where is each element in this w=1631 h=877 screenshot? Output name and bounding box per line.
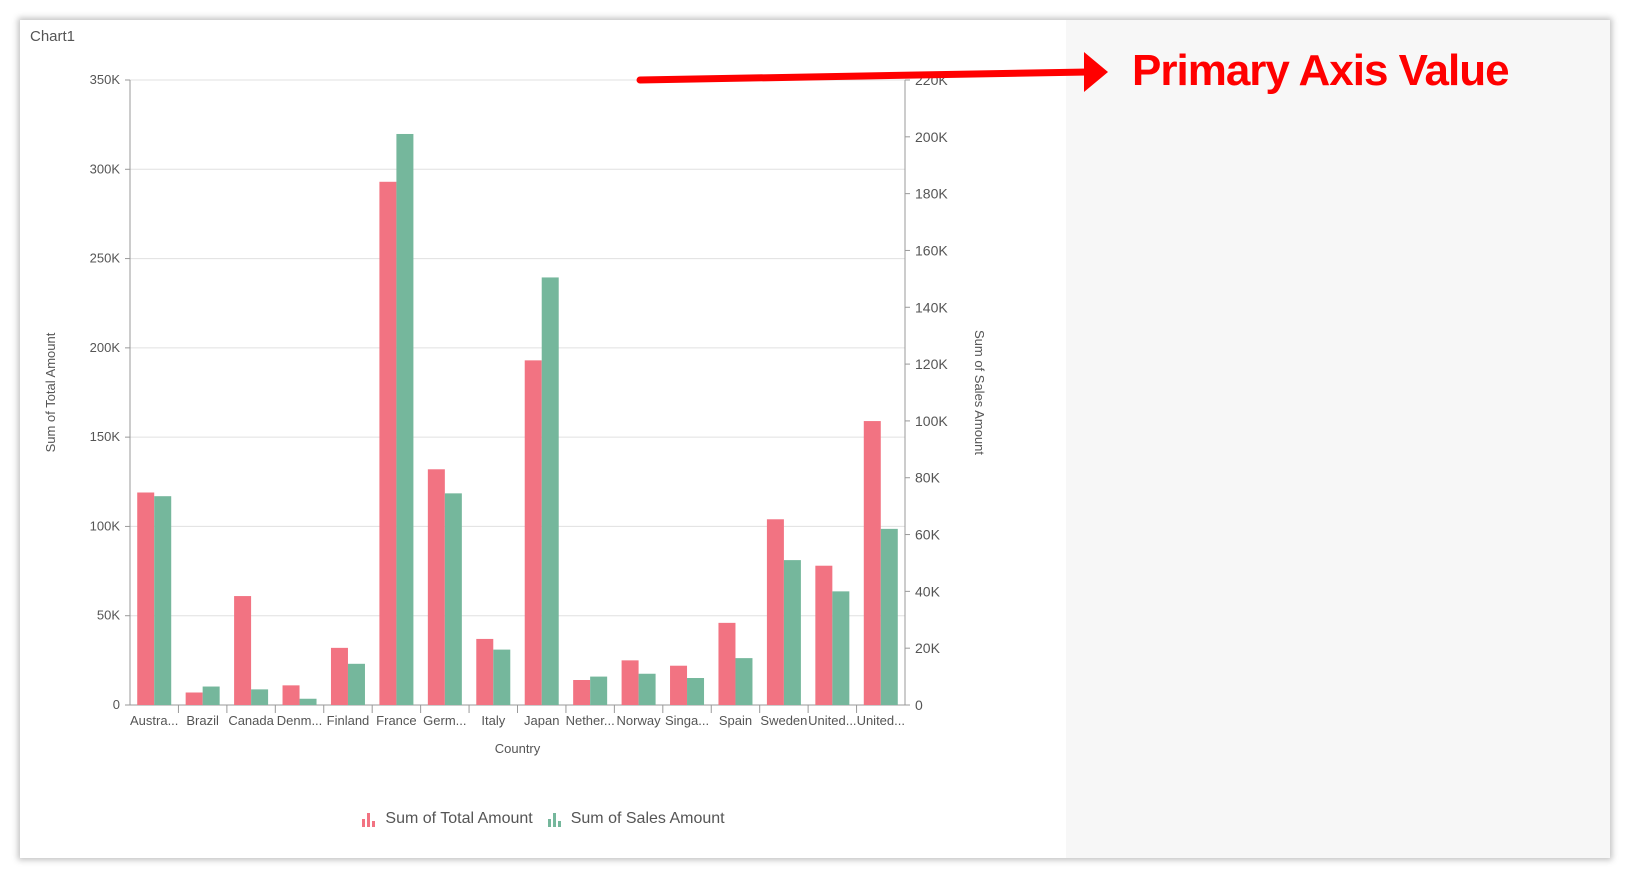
- chart-panel: Chart1 0 50K 100K 150K 200K 250K 300K 350K 0 20K 4…: [20, 20, 1066, 858]
- bar-total-amount: [137, 492, 155, 705]
- x-axis-title: Country: [495, 741, 541, 756]
- bar-sales-amount: [299, 698, 317, 705]
- y2-tick-label: 80K: [915, 470, 941, 486]
- bar-sales-amount: [590, 676, 608, 705]
- bar-sales-amount: [687, 678, 705, 705]
- legend-item-sales[interactable]: Sum of Sales Amount: [547, 810, 725, 828]
- legend-label-sales: Sum of Sales Amount: [570, 810, 725, 827]
- y2-tick-label: 0: [915, 697, 923, 713]
- x-tick-label: Germ...: [423, 713, 466, 728]
- y2-tick-label: 120K: [915, 356, 948, 372]
- bar-sales-amount: [638, 673, 656, 705]
- y-tick-label: 0: [113, 697, 120, 712]
- bar-sales-amount: [396, 133, 414, 705]
- y2-tick-label: 200K: [915, 129, 948, 145]
- y-tick-label: 250K: [90, 251, 121, 266]
- y-tick-label: 200K: [90, 340, 121, 355]
- y2-tick-label: 100K: [915, 413, 948, 429]
- bar-total-amount: [185, 692, 203, 705]
- bar-sales-amount: [880, 528, 898, 705]
- x-tick-label: United...: [857, 713, 905, 728]
- bar-sales-amount: [347, 663, 365, 705]
- bar-sales-amount: [735, 658, 753, 705]
- bar-sales-amount: [251, 689, 269, 705]
- bar-total-amount: [718, 622, 736, 705]
- y-tick-label: 100K: [90, 518, 121, 533]
- bar-chart-icon: [362, 813, 376, 827]
- bar-sales-amount: [832, 591, 850, 705]
- bar-total-amount: [282, 685, 300, 705]
- x-tick-label: Japan: [524, 713, 559, 728]
- bar-total-amount: [573, 680, 591, 705]
- legend-item-total[interactable]: Sum of Total Amount: [361, 810, 533, 828]
- y2-tick-label: 220K: [915, 72, 948, 88]
- side-panel: [1066, 20, 1610, 858]
- bar-total-amount: [621, 660, 639, 705]
- y2-tick-label: 180K: [915, 186, 948, 202]
- y-tick-label: 350K: [90, 72, 121, 87]
- x-tick-label: Norway: [617, 713, 662, 728]
- y2-tick-label: 40K: [915, 583, 941, 599]
- bar-total-amount: [670, 665, 688, 705]
- bar-total-amount: [234, 596, 252, 705]
- bar-total-amount: [379, 181, 397, 706]
- x-tick-label: Italy: [481, 713, 505, 728]
- bar-sales-amount: [783, 560, 801, 705]
- y2-tick-label: 60K: [915, 527, 941, 543]
- chart-title: Chart1: [30, 28, 76, 45]
- x-tick-label: Canada: [228, 713, 274, 728]
- bar-total-amount: [815, 565, 833, 705]
- chart-svg: 0 50K 100K 150K 200K 250K 300K 350K 0 20K 40K 60K 80…: [43, 72, 987, 756]
- bar-total-amount: [863, 421, 881, 705]
- y-tick-label: 300K: [90, 161, 121, 176]
- x-tick-label: United...: [808, 713, 856, 728]
- x-tick-label: Austra...: [130, 713, 178, 728]
- x-tick-label: Spain: [719, 713, 752, 728]
- x-tick-label: Finland: [327, 713, 370, 728]
- y-tick-label: 150K: [90, 429, 121, 444]
- bar-total-amount: [766, 519, 784, 705]
- bar-total-amount: [476, 638, 494, 705]
- bar-chart-icon: [547, 813, 561, 827]
- bar-total-amount: [427, 469, 445, 705]
- bar-total-amount: [330, 647, 348, 705]
- legend-label-total: Sum of Total Amount: [385, 810, 533, 827]
- y2-tick-label: 140K: [915, 299, 948, 315]
- x-tick-label: Sweden: [760, 713, 807, 728]
- bar-sales-amount: [493, 649, 511, 705]
- y2-tick-label: 160K: [915, 242, 948, 258]
- x-tick-label: Nether...: [566, 713, 615, 728]
- y-axis-title: Sum of Total Amount: [43, 332, 58, 452]
- legend: Sum of Total Amount Sum of Sales Amount: [20, 810, 1066, 828]
- x-tick-label: Denm...: [277, 713, 323, 728]
- bar-sales-amount: [154, 496, 172, 705]
- x-tick-label: Singa...: [665, 713, 709, 728]
- bar-total-amount: [524, 360, 542, 705]
- x-tick-label: Brazil: [186, 713, 219, 728]
- bar-sales-amount: [444, 493, 462, 705]
- annotation-text: Primary Axis Value: [1132, 46, 1510, 95]
- x-tick-label: France: [376, 713, 416, 728]
- y2-axis-title: Sum of Sales Amount: [972, 330, 987, 455]
- y-tick-label: 50K: [97, 608, 120, 623]
- bar-sales-amount: [202, 686, 220, 705]
- bar-sales-amount: [541, 277, 559, 705]
- y2-tick-label: 20K: [915, 640, 941, 656]
- chart-window: Chart1 0 50K 100K 150K 200K 250K 300K 350K 0 20K 4…: [20, 20, 1610, 858]
